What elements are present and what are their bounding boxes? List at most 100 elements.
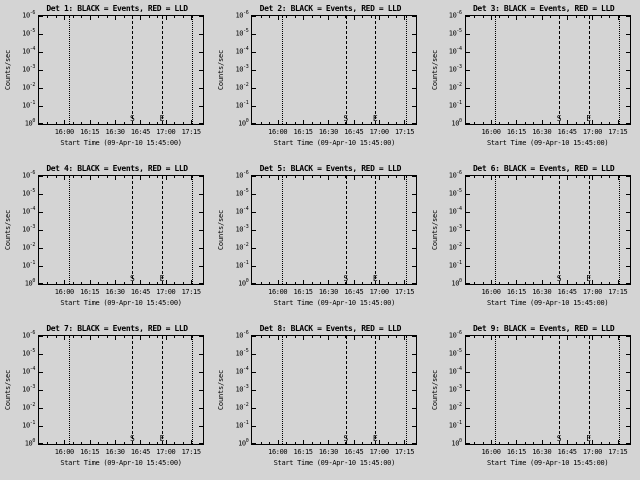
x-tick-mark [115, 336, 117, 340]
x-tick-mark [516, 280, 518, 284]
x-minor-tick-mark [584, 16, 585, 18]
x-minor-tick-mark [482, 442, 484, 444]
x-tick-label: 17:15 [394, 288, 415, 296]
event-label-s: S [130, 274, 135, 283]
x-minor-tick-mark [260, 176, 262, 178]
event-label-s: S [556, 274, 562, 283]
x-minor-tick-mark [474, 122, 476, 124]
x-tick-label: 16:30 [532, 128, 552, 136]
x-tick-label: 16:45 [557, 288, 577, 296]
x-minor-tick-mark [47, 122, 49, 124]
x-minor-tick-mark [575, 282, 577, 284]
y-tick-label: 10-2 [235, 242, 249, 252]
event-line-e [162, 336, 163, 444]
x-minor-tick-mark [98, 282, 100, 284]
y-tick-label: 10-2 [235, 402, 249, 412]
y-tick-mark [465, 265, 470, 267]
x-minor-tick-mark [47, 442, 49, 444]
x-tick-label: 16:00 [481, 288, 501, 296]
x-tick-mark [491, 280, 492, 284]
x-minor-tick-mark [482, 16, 484, 18]
event-label-s: S [130, 434, 135, 443]
x-tick-mark [516, 120, 518, 124]
x-tick-label: 16:30 [318, 448, 338, 456]
event-line-e [162, 176, 163, 284]
y-tick-mark [252, 176, 257, 177]
x-minor-tick-mark [55, 176, 57, 178]
y-tick-label: 10-4 [22, 366, 35, 376]
x-minor-tick-mark [47, 336, 49, 338]
x-tick-label: 17:00 [156, 448, 176, 456]
y-tick-mark [199, 407, 203, 409]
x-tick-mark [541, 176, 543, 180]
x-minor-tick-mark [336, 336, 338, 338]
x-minor-tick-mark [269, 122, 271, 124]
y-tick-label: 10-5 [22, 28, 35, 38]
x-minor-tick-mark [575, 16, 577, 18]
x-minor-tick-mark [600, 122, 602, 124]
y-tick-mark [199, 211, 203, 213]
y-tick-mark [465, 87, 470, 89]
y-tick-mark [252, 229, 257, 231]
x-minor-tick-mark [294, 336, 296, 338]
x-minor-tick-mark [81, 336, 83, 338]
y-tick-label: 100 [24, 118, 36, 128]
y-tick-mark [252, 69, 257, 71]
x-minor-tick-mark [609, 336, 611, 338]
y-tick-mark [465, 407, 470, 409]
y-tick-label: 10-2 [22, 242, 35, 252]
x-minor-tick-mark [286, 122, 288, 124]
x-minor-tick-mark [482, 176, 484, 178]
x-minor-tick-mark [370, 176, 372, 178]
x-minor-tick-mark [387, 176, 389, 178]
x-minor-tick-mark [507, 122, 509, 124]
x-minor-tick-mark [482, 122, 484, 124]
y-tick-label: 10-2 [22, 402, 35, 412]
y-tick-mark [252, 211, 257, 213]
x-minor-tick-mark [558, 282, 560, 284]
x-axis-label: Start Time (09-Apr-10 15:45:00) [60, 459, 182, 467]
x-minor-tick-mark [558, 176, 560, 178]
detector-panel-1: Det 1: BLACK = Events, RED = LLD Counts/s… [0, 0, 213, 160]
x-tick-mark [379, 120, 381, 124]
x-minor-tick-mark [609, 16, 611, 18]
y-tick-label: 10-5 [448, 348, 462, 358]
y-tick-label: 10-4 [448, 206, 462, 216]
y-tick-label: 10-2 [235, 82, 249, 92]
y-tick-mark [252, 425, 257, 427]
x-minor-tick-mark [558, 122, 560, 124]
x-tick-mark [191, 280, 193, 284]
y-tick-mark [465, 353, 470, 355]
y-tick-label: 10-3 [235, 64, 249, 74]
y-tick-mark [252, 371, 257, 373]
x-minor-tick-mark [345, 336, 347, 338]
x-minor-tick-mark [81, 282, 83, 284]
x-minor-tick-mark [507, 16, 509, 18]
x-tick-mark [191, 16, 193, 20]
event-line-e [375, 336, 377, 444]
x-tick-mark [404, 16, 406, 20]
x-axis-label: Start Time (09-Apr-10 15:45:00) [60, 299, 182, 307]
y-tick-mark [252, 443, 257, 444]
y-tick-mark [252, 87, 257, 89]
detector-panel-5: Det 5: BLACK = Events, RED = LLD Counts/s… [213, 160, 426, 320]
x-minor-tick-mark [584, 442, 585, 444]
x-tick-label: 16:30 [532, 288, 552, 296]
y-tick-label: 10-6 [235, 170, 249, 180]
x-tick-label: 16:45 [344, 448, 364, 456]
y-tick-mark [625, 265, 630, 267]
event-line [495, 336, 497, 444]
x-minor-tick-mark [584, 282, 585, 284]
x-tick-label: 16:15 [293, 128, 313, 136]
y-tick-mark [465, 105, 470, 107]
x-minor-tick-mark [294, 442, 296, 444]
x-tick-mark [516, 16, 518, 20]
x-minor-tick-mark [55, 122, 57, 124]
x-tick-label: 16:15 [293, 288, 313, 296]
x-minor-tick-mark [311, 176, 313, 178]
y-tick-mark [625, 229, 630, 231]
y-tick-mark [252, 407, 257, 409]
y-tick-mark [199, 51, 203, 53]
